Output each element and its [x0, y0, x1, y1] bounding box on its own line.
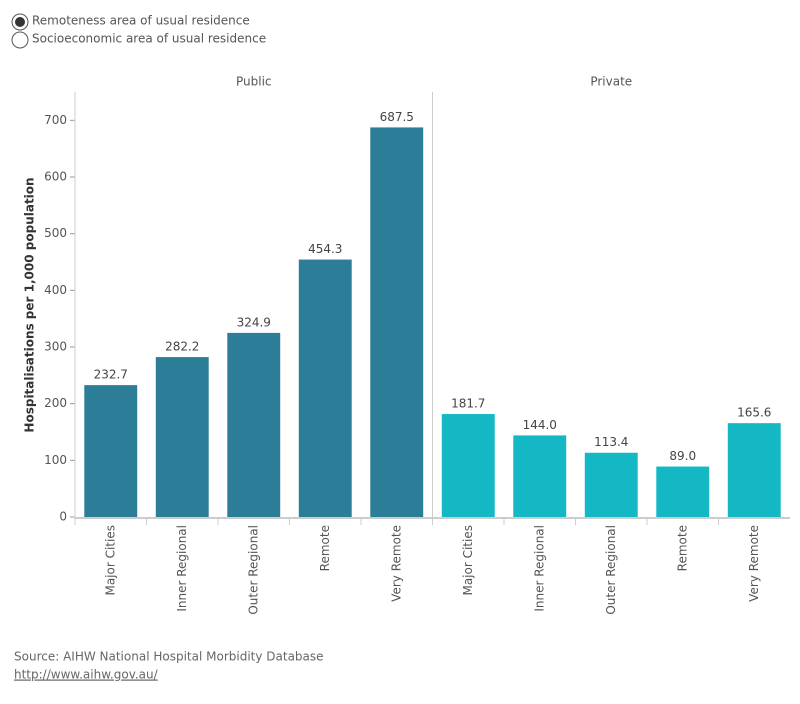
- x-tick-label: Inner Regional: [175, 525, 189, 612]
- bar: [441, 414, 495, 517]
- value-label: 282.2: [165, 340, 199, 354]
- y-tick-label: 700: [44, 113, 67, 127]
- y-tick-label: 0: [59, 510, 67, 524]
- y-tick-label: 500: [44, 226, 67, 240]
- x-tick-label: Major Cities: [103, 525, 117, 596]
- panel-title: Public: [236, 75, 272, 89]
- bar: [298, 259, 352, 517]
- bar: [84, 385, 138, 517]
- x-tick-label: Major Cities: [461, 525, 475, 596]
- radio[interactable]: [11, 31, 29, 49]
- value-label: 144.0: [523, 418, 557, 432]
- panel-title: Private: [590, 75, 632, 89]
- value-label: 232.7: [94, 368, 128, 382]
- source: Source: AIHW National Hospital Morbidity…: [14, 650, 324, 664]
- x-tick-label: Inner Regional: [532, 525, 546, 612]
- x-tick-label: Outer Regional: [246, 525, 260, 615]
- bar: [656, 466, 710, 517]
- bar: [227, 332, 281, 517]
- bar: [727, 423, 781, 517]
- value-label: 113.4: [594, 435, 628, 449]
- source-link[interactable]: http://www.aihw.gov.au/: [14, 668, 159, 682]
- value-label: 181.7: [451, 397, 485, 411]
- value-label: 454.3: [308, 242, 342, 256]
- x-tick-label: Remote: [318, 525, 332, 571]
- x-tick-label: Very Remote: [747, 525, 761, 602]
- value-label: 687.5: [380, 110, 414, 124]
- y-tick-label: 100: [44, 453, 67, 467]
- radio-label[interactable]: Remoteness area of usual residence: [32, 14, 250, 28]
- bar: [513, 435, 567, 517]
- value-label: 165.6: [737, 406, 771, 420]
- y-tick-label: 600: [44, 170, 67, 184]
- radio-label[interactable]: Socioeconomic area of usual residence: [32, 32, 266, 46]
- y-tick-label: 300: [44, 340, 67, 354]
- bar: [370, 127, 424, 518]
- x-tick-label: Very Remote: [389, 525, 403, 602]
- value-label: 89.0: [669, 449, 696, 463]
- y-tick-label: 200: [44, 396, 67, 410]
- x-tick-label: Outer Regional: [604, 525, 618, 615]
- bar: [155, 357, 209, 517]
- y-axis-title: Hospitalisations per 1,000 population: [23, 177, 37, 432]
- y-tick-label: 400: [44, 283, 67, 297]
- radio-dot: [15, 17, 25, 27]
- value-label: 324.9: [237, 315, 271, 329]
- x-tick-label: Remote: [675, 525, 689, 571]
- bar: [584, 452, 638, 517]
